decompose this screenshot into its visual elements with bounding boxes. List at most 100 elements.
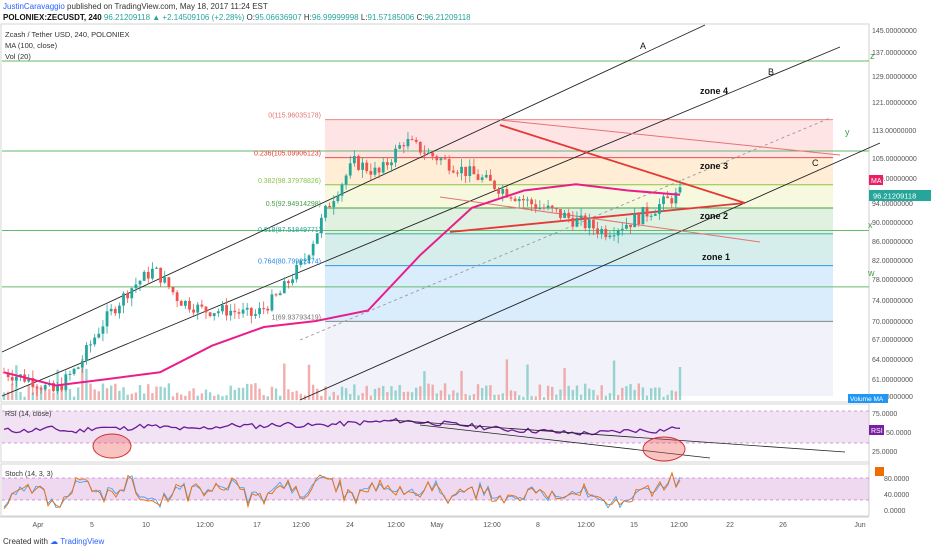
candle-body [497, 189, 501, 194]
candle-body [670, 198, 674, 204]
candle-body [381, 162, 385, 173]
volume-bar [654, 387, 657, 400]
volume-bar [435, 393, 439, 400]
rsi-trendline-lower[interactable] [419, 424, 711, 459]
time-tick: 12:00 [292, 522, 310, 529]
candle-body [427, 152, 430, 154]
candle-body [167, 277, 171, 288]
volume-bar [645, 395, 649, 400]
volume-bar [480, 387, 484, 400]
rsi-highlight-may [642, 436, 686, 462]
channel-line-c[interactable] [299, 142, 881, 401]
price-axis[interactable]: 145.00000000 137.00000000 129.00000000 121.… [872, 28, 917, 401]
candle-body [56, 384, 59, 392]
volume-bar [76, 387, 80, 400]
volume-bar [60, 389, 63, 400]
candle-body [526, 199, 529, 201]
current-price-tag: 96.21209118 [873, 192, 916, 201]
volume-bar [171, 396, 175, 400]
triangle-lower-line[interactable] [449, 202, 746, 233]
rsi-title: RSI (14, close) [5, 411, 51, 418]
volume-bar [27, 384, 30, 400]
time-tick: 17 [253, 522, 261, 529]
level-x-label: x [868, 220, 873, 230]
volume-bar [204, 389, 208, 400]
channel-line-a[interactable] [1, 24, 706, 353]
volume-bar [612, 360, 616, 400]
price-candles [2, 131, 682, 396]
wedge-upper-line [499, 119, 841, 156]
volume-bar [674, 391, 678, 400]
fib-band [325, 207, 833, 234]
volume-bar [19, 391, 22, 400]
volume-bar [625, 386, 628, 400]
triangle-upper-line[interactable] [499, 124, 746, 204]
candle-body [291, 279, 294, 284]
volume-bar [518, 395, 521, 400]
fib-band [325, 233, 833, 266]
candle-body [10, 377, 14, 381]
wedge-lower-line [439, 196, 761, 243]
candle-body [85, 345, 88, 361]
fib-label: 0.5(92.94914298) [266, 201, 321, 208]
tradingview-brand[interactable]: TradingView [60, 537, 105, 546]
published-text: published on TradingView.com, May 18, 20… [67, 2, 268, 11]
volume-bar [678, 367, 682, 400]
candle-body [472, 166, 476, 175]
volume-bar [311, 384, 315, 400]
candle-body [155, 267, 158, 269]
stoch-d-line [3, 471, 681, 510]
candle-body [653, 213, 657, 216]
chart-title: Zcash / Tether USD, 240, POLONIEX [5, 30, 130, 39]
candle-body [505, 189, 509, 198]
high-label: H: [303, 13, 312, 22]
time-axis[interactable]: Apr 5 10 12:00 17 12:00 24 12:00 May 12:00 8 12:00 1… [33, 522, 866, 529]
candle-body [254, 314, 257, 316]
candle-body [196, 304, 200, 313]
volume-bar [637, 383, 640, 400]
candle-body [488, 174, 492, 181]
volume-bar [410, 392, 414, 400]
volume-bar [192, 388, 195, 400]
volume-bar [147, 384, 150, 400]
volume-bar [427, 383, 430, 400]
candle-body [554, 208, 558, 210]
author-link[interactable]: JustinCaravaggio [3, 2, 65, 11]
close-value: 96.21209118 [424, 13, 471, 22]
volume-bar [596, 395, 599, 400]
candle-body [249, 307, 253, 316]
volume-bar [291, 391, 294, 400]
volume-bar [196, 395, 199, 400]
candle-body [72, 368, 76, 374]
volume-bar [328, 396, 331, 400]
low-value: 91.57185006 [367, 13, 415, 22]
volume-bar [332, 391, 335, 400]
candle-body [662, 196, 665, 205]
volume-bar [266, 396, 270, 400]
candle-body [629, 224, 632, 228]
volume-bar [72, 396, 76, 400]
candle-body [385, 162, 389, 166]
time-tick: 22 [726, 522, 734, 529]
price-tick: 74.00000000 [872, 298, 913, 305]
volume-bar [406, 391, 410, 400]
rsi-trendline-upper[interactable] [389, 419, 846, 453]
candle-body [270, 294, 274, 311]
volume-bar [513, 391, 517, 400]
volume-bar [109, 385, 113, 400]
candle-body [596, 228, 599, 234]
fib-label: 0.618(87.51849771) [258, 227, 321, 234]
candle-body [633, 213, 637, 228]
time-tick: 26 [779, 522, 787, 529]
volume-bar [394, 390, 397, 400]
candle-body [31, 378, 35, 388]
candle-body [35, 387, 39, 389]
candle-body [262, 308, 266, 310]
candle-body [179, 301, 183, 306]
time-tick: 12:00 [670, 522, 688, 529]
volume-bar [353, 384, 356, 400]
candle-body [563, 212, 566, 218]
volume-bar [130, 393, 133, 400]
channel-line-b[interactable] [1, 46, 841, 397]
